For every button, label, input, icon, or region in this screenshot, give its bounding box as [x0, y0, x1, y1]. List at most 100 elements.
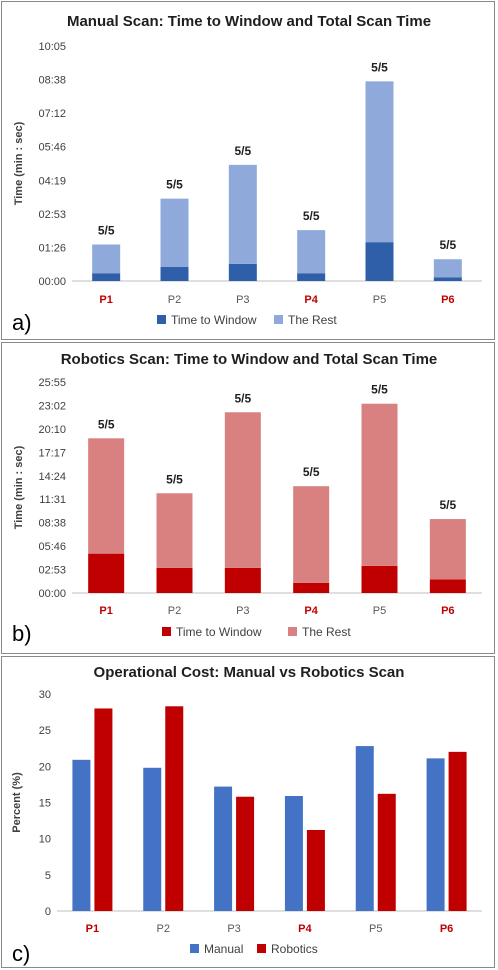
y-tick-label: 02:53 [38, 209, 66, 221]
data-label: 5/5 [371, 383, 388, 397]
y-tick-label: 20:10 [38, 424, 66, 436]
data-label: 5/5 [439, 238, 456, 252]
x-tick-label: P1 [99, 605, 112, 617]
bar-manual [214, 786, 233, 911]
data-label: 5/5 [303, 209, 320, 223]
bar-the-rest [361, 403, 398, 566]
data-label: 5/5 [98, 223, 115, 237]
bar-the-rest [160, 198, 189, 268]
legend-swatch [190, 944, 199, 953]
manual-scan-chart-panel: Manual Scan: Time to Window and Total Sc… [1, 1, 495, 340]
y-tick-label: 20 [39, 761, 51, 773]
chart-title: Manual Scan: Time to Window and Total Sc… [67, 13, 431, 30]
chart-title: Operational Cost: Manual vs Robotics Sca… [94, 664, 405, 681]
bar-time-to-window [433, 277, 462, 281]
y-tick-label: 05:46 [38, 142, 66, 154]
bar-manual [72, 759, 91, 911]
legend-label: Robotics [271, 942, 318, 956]
bar-the-rest [429, 519, 466, 580]
x-tick-label: P6 [440, 923, 453, 935]
y-tick-label: 02:53 [38, 565, 66, 577]
data-label: 5/5 [166, 178, 183, 192]
bar-time-to-window [224, 567, 261, 593]
bar-time-to-window [297, 273, 326, 281]
bar-the-rest [156, 493, 193, 568]
y-tick-label: 30 [39, 689, 51, 701]
operational-cost-chart-panel: Operational Cost: Manual vs Robotics Sca… [1, 656, 495, 968]
x-tick-label: P3 [236, 605, 249, 617]
y-tick-label: 11:31 [39, 494, 66, 506]
data-label: 5/5 [234, 144, 251, 158]
robotics-scan-chart: Robotics Scan: Time to Window and Total … [12, 351, 482, 646]
x-tick-label: P1 [99, 294, 112, 306]
bar-the-rest [365, 81, 394, 243]
x-tick-label: P5 [369, 923, 382, 935]
bar-time-to-window [293, 582, 330, 593]
bar-robotics [165, 706, 184, 911]
bar-robotics [377, 793, 396, 911]
bar-robotics [306, 829, 325, 911]
y-tick-label: 00:00 [38, 588, 66, 600]
x-tick-label: P5 [373, 605, 386, 617]
y-axis-title: Time (min : sec) [13, 121, 25, 205]
bar-manual [355, 746, 374, 911]
bar-time-to-window [156, 567, 193, 593]
legend-label: Time to Window [171, 313, 257, 327]
bar-the-rest [92, 244, 121, 274]
x-tick-label: P1 [86, 923, 99, 935]
y-tick-label: 5 [45, 870, 51, 882]
x-tick-label: P4 [304, 605, 318, 617]
bar-time-to-window [365, 242, 394, 281]
bar-manual [284, 795, 303, 911]
data-label: 5/5 [371, 60, 388, 74]
panel-label: c) [12, 941, 30, 966]
y-tick-label: 25 [39, 725, 51, 737]
data-label: 5/5 [234, 391, 251, 405]
x-tick-label: P4 [304, 294, 318, 306]
y-tick-label: 05:46 [38, 541, 66, 553]
bar-time-to-window [160, 267, 189, 281]
x-tick-label: P6 [441, 605, 454, 617]
manual-scan-chart: Manual Scan: Time to Window and Total Sc… [12, 13, 482, 335]
bar-robotics [94, 708, 113, 911]
bar-time-to-window [92, 273, 121, 281]
y-tick-label: 00:00 [38, 276, 66, 288]
chart-title: Robotics Scan: Time to Window and Total … [61, 351, 438, 368]
bar-time-to-window [228, 263, 257, 281]
legend-label: The Rest [302, 625, 351, 639]
y-tick-label: 25:55 [38, 377, 66, 389]
x-tick-label: P4 [298, 923, 312, 935]
y-tick-label: 08:38 [38, 518, 66, 530]
y-tick-label: 08:38 [38, 75, 66, 87]
y-tick-label: 17:17 [38, 447, 66, 459]
x-tick-label: P6 [441, 294, 454, 306]
legend-swatch [257, 944, 266, 953]
panel-label: b) [12, 621, 32, 646]
y-tick-label: 23:02 [38, 400, 66, 412]
y-axis-title: Time (min : sec) [13, 445, 25, 529]
bar-robotics [236, 796, 255, 911]
x-tick-label: P2 [168, 294, 181, 306]
data-label: 5/5 [439, 498, 456, 512]
y-tick-label: 14:24 [38, 471, 66, 483]
y-tick-label: 04:19 [38, 175, 66, 187]
bar-time-to-window [429, 579, 466, 593]
x-tick-label: P3 [236, 294, 249, 306]
bar-manual [143, 767, 162, 911]
legend-label: The Rest [288, 313, 337, 327]
y-tick-label: 01:26 [38, 242, 66, 254]
operational-cost-chart: Operational Cost: Manual vs Robotics Sca… [11, 664, 482, 966]
bar-the-rest [228, 164, 257, 264]
x-tick-label: P5 [373, 294, 386, 306]
y-axis-title: Percent (%) [11, 772, 23, 833]
legend-swatch [162, 627, 171, 636]
bar-the-rest [297, 230, 326, 274]
y-tick-label: 10 [39, 834, 51, 846]
bar-manual [426, 758, 445, 911]
legend-label: Manual [204, 942, 243, 956]
y-tick-label: 07:12 [38, 108, 66, 120]
legend-swatch [288, 627, 297, 636]
bar-the-rest [293, 486, 330, 583]
data-label: 5/5 [98, 417, 115, 431]
x-tick-label: P3 [227, 923, 240, 935]
